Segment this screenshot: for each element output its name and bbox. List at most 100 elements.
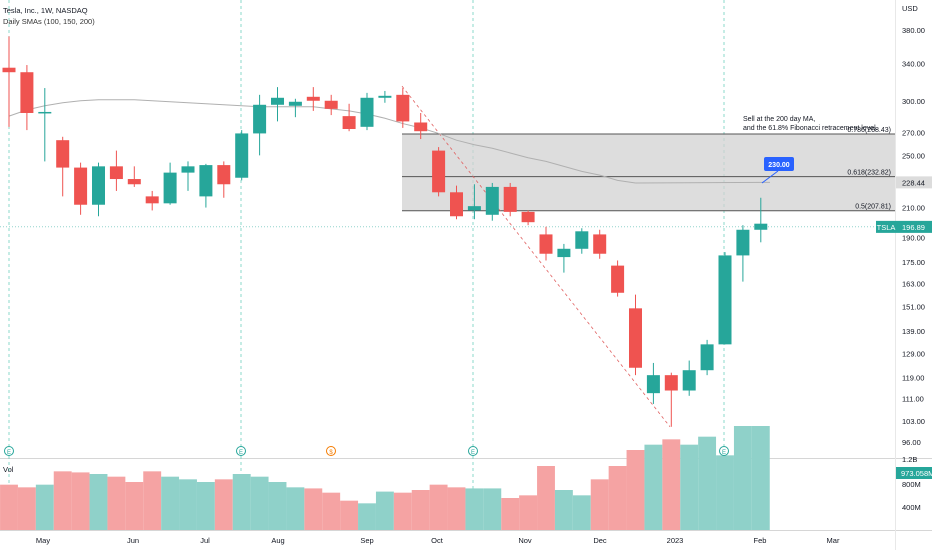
event-marker-icon[interactable] bbox=[326, 446, 336, 456]
volume-bar[interactable] bbox=[232, 474, 251, 530]
volume-bar[interactable] bbox=[447, 487, 466, 530]
x-tick-label: Oct bbox=[431, 536, 444, 545]
volume-bar[interactable] bbox=[375, 491, 394, 530]
volume-bar[interactable] bbox=[286, 487, 305, 530]
candle[interactable] bbox=[199, 165, 213, 197]
volume-bar[interactable] bbox=[35, 484, 54, 530]
volume-bar[interactable] bbox=[196, 482, 215, 530]
volume-bar[interactable] bbox=[268, 482, 287, 530]
volume-bar[interactable] bbox=[429, 484, 448, 530]
candle[interactable] bbox=[432, 150, 446, 193]
candle[interactable] bbox=[163, 172, 177, 204]
volume-bar[interactable] bbox=[501, 498, 520, 530]
candle[interactable] bbox=[271, 97, 284, 105]
volume-bar[interactable] bbox=[17, 487, 36, 530]
volume-bar[interactable] bbox=[358, 503, 376, 530]
callout-box[interactable] bbox=[764, 157, 794, 171]
candle[interactable] bbox=[485, 186, 499, 215]
volume-bar[interactable] bbox=[590, 479, 609, 530]
volume-bar[interactable] bbox=[608, 466, 627, 530]
volume-bar[interactable] bbox=[71, 472, 90, 530]
candle[interactable] bbox=[20, 72, 34, 113]
candle[interactable] bbox=[450, 192, 463, 217]
candle[interactable] bbox=[324, 100, 338, 109]
volume-bar[interactable] bbox=[644, 444, 663, 530]
candle[interactable] bbox=[718, 255, 732, 345]
volume-bar[interactable] bbox=[0, 484, 18, 530]
candle[interactable] bbox=[521, 211, 535, 223]
volume-bar[interactable] bbox=[680, 444, 699, 530]
candle[interactable] bbox=[467, 206, 481, 211]
volume-bar[interactable] bbox=[304, 488, 323, 530]
volume-bar[interactable] bbox=[465, 488, 484, 530]
candle[interactable] bbox=[754, 223, 768, 230]
volume-bar[interactable] bbox=[250, 476, 269, 530]
volume-bar[interactable] bbox=[143, 471, 162, 530]
event-marker-label: E bbox=[239, 450, 243, 456]
event-marker-icon[interactable] bbox=[468, 446, 478, 456]
volume-bar[interactable] bbox=[322, 492, 341, 530]
volume-bar[interactable] bbox=[751, 426, 770, 530]
volume-bar[interactable] bbox=[179, 479, 197, 530]
candle[interactable] bbox=[664, 375, 678, 391]
volume-bar[interactable] bbox=[89, 474, 108, 530]
candle[interactable] bbox=[575, 231, 589, 249]
candle[interactable] bbox=[629, 308, 642, 368]
volume-bar[interactable] bbox=[340, 500, 359, 530]
candle[interactable] bbox=[593, 234, 607, 254]
sma-price-badge bbox=[896, 176, 932, 189]
candle[interactable] bbox=[342, 116, 356, 130]
candle[interactable] bbox=[396, 94, 410, 122]
candle[interactable] bbox=[682, 370, 696, 391]
candle[interactable] bbox=[145, 196, 159, 204]
candle[interactable] bbox=[38, 111, 52, 114]
event-marker-icon[interactable] bbox=[4, 446, 14, 456]
candle[interactable] bbox=[557, 248, 571, 258]
x-tick-label: Aug bbox=[271, 536, 284, 545]
volume-bar[interactable] bbox=[411, 490, 430, 530]
annotation-note: Sell at the 200 day MA, bbox=[743, 116, 815, 123]
volume-bar[interactable] bbox=[698, 436, 717, 530]
candle[interactable] bbox=[503, 186, 517, 212]
volume-bar[interactable] bbox=[662, 439, 681, 530]
candle[interactable] bbox=[288, 101, 302, 106]
volume-bar[interactable] bbox=[483, 488, 502, 530]
volume-bar[interactable] bbox=[125, 482, 144, 530]
volume-bar[interactable] bbox=[626, 450, 645, 530]
candle[interactable] bbox=[181, 166, 195, 173]
indicator-legend[interactable]: Daily SMAs (100, 150, 200) bbox=[3, 17, 95, 26]
candle[interactable] bbox=[611, 265, 625, 293]
candle[interactable] bbox=[127, 179, 141, 185]
candle[interactable] bbox=[74, 167, 88, 205]
volume-bar[interactable] bbox=[53, 471, 72, 530]
volume-bar[interactable] bbox=[554, 490, 573, 530]
volume-bar[interactable] bbox=[393, 492, 412, 530]
volume-bar[interactable] bbox=[107, 476, 126, 530]
candle[interactable] bbox=[360, 97, 374, 127]
candle[interactable] bbox=[736, 229, 750, 256]
event-marker-icon[interactable] bbox=[719, 446, 729, 456]
candle[interactable] bbox=[109, 166, 123, 180]
candle[interactable] bbox=[235, 133, 249, 178]
volume-bar[interactable] bbox=[733, 426, 752, 530]
candle[interactable] bbox=[253, 104, 267, 134]
candle[interactable] bbox=[306, 96, 320, 101]
candle[interactable] bbox=[378, 95, 392, 98]
candle[interactable] bbox=[646, 375, 660, 394]
trend-line[interactable] bbox=[401, 85, 671, 428]
volume-bar[interactable] bbox=[537, 466, 555, 530]
candle[interactable] bbox=[2, 67, 16, 73]
event-marker-icon[interactable] bbox=[236, 446, 246, 456]
volume-bar[interactable] bbox=[214, 479, 233, 530]
volume-bar[interactable] bbox=[716, 455, 734, 530]
volume-bar[interactable] bbox=[572, 495, 591, 530]
candle[interactable] bbox=[92, 166, 105, 205]
candle[interactable] bbox=[700, 344, 714, 371]
volume-bar[interactable] bbox=[519, 495, 538, 530]
candle[interactable] bbox=[56, 140, 70, 168]
candle[interactable] bbox=[539, 234, 553, 254]
candle[interactable] bbox=[414, 122, 428, 132]
volume-bar[interactable] bbox=[161, 476, 180, 530]
candle[interactable] bbox=[217, 165, 231, 185]
